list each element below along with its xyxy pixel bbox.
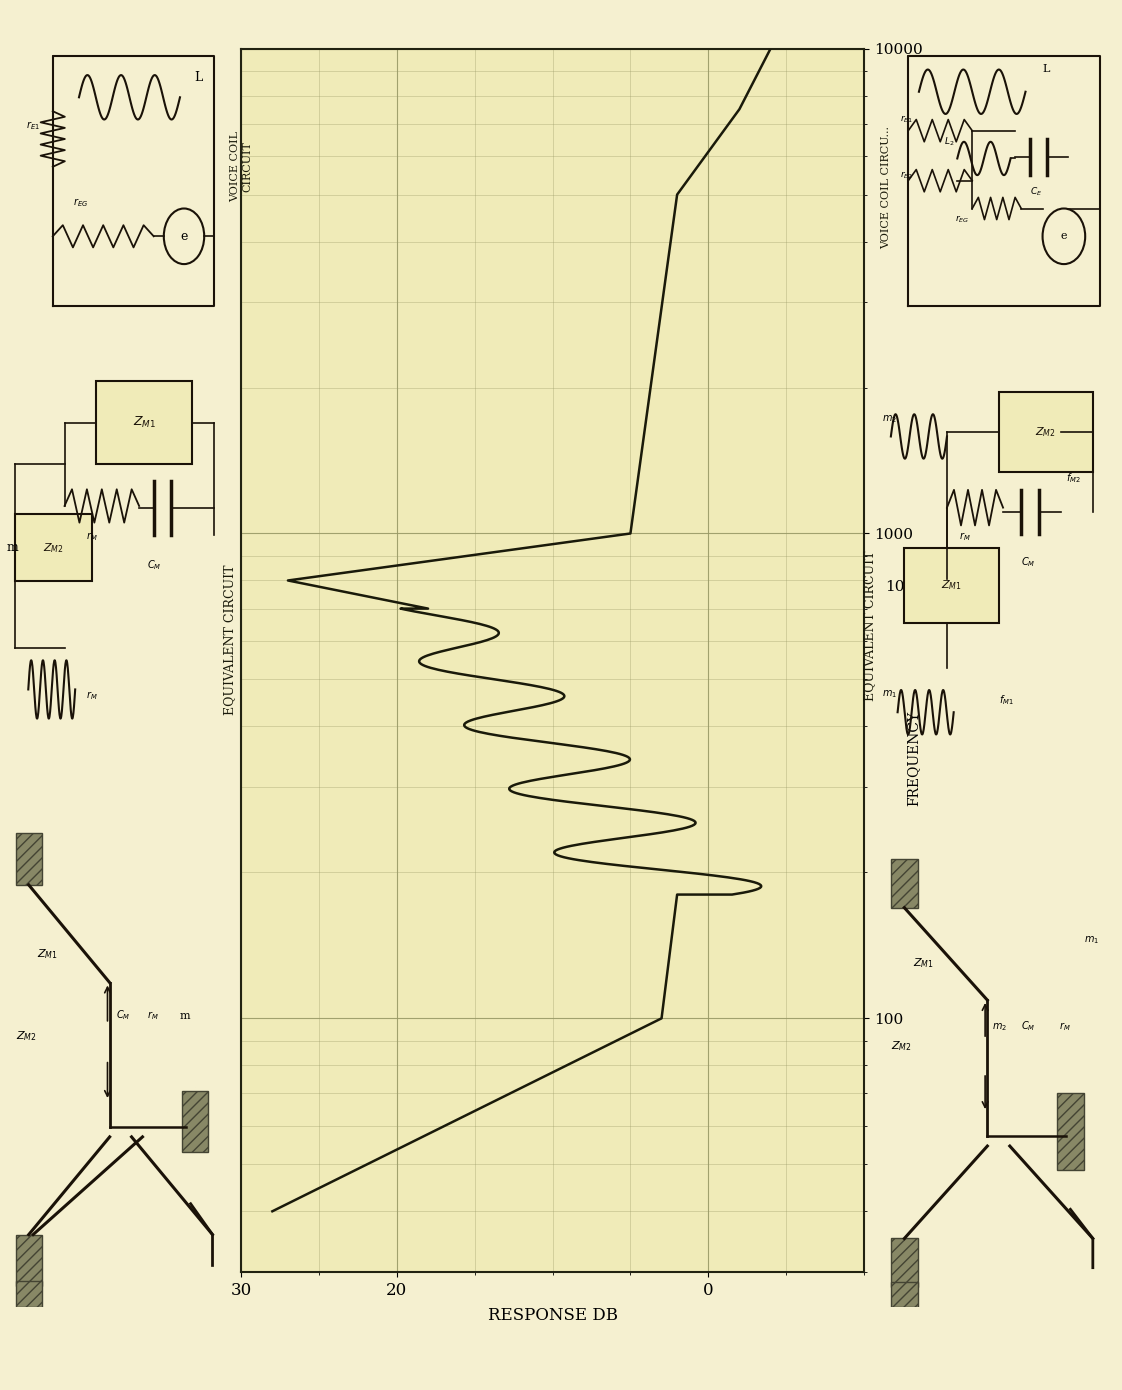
Polygon shape: [891, 1282, 918, 1307]
Text: m: m: [180, 1011, 191, 1020]
Text: EQUIVALENT CIRCUIT: EQUIVALENT CIRCUIT: [863, 550, 876, 701]
Text: $r_{EG}$: $r_{EG}$: [955, 214, 969, 225]
Text: $C_M$: $C_M$: [147, 559, 162, 573]
Text: $r_M$: $r_M$: [86, 531, 98, 543]
Polygon shape: [16, 1282, 42, 1307]
Text: $m_2$: $m_2$: [882, 413, 896, 424]
Text: $r_M$: $r_M$: [86, 689, 98, 702]
FancyBboxPatch shape: [96, 381, 193, 464]
Polygon shape: [891, 1238, 918, 1287]
Polygon shape: [16, 1234, 42, 1286]
Text: $Z_{M1}$: $Z_{M1}$: [941, 578, 962, 592]
Text: $f_{M1}$: $f_{M1}$: [999, 694, 1013, 708]
Text: $r_{E2}$: $r_{E2}$: [900, 170, 913, 181]
Text: $C_M$: $C_M$: [1021, 556, 1036, 570]
Text: m: m: [7, 541, 19, 555]
Text: 1000: 1000: [885, 580, 923, 594]
Text: $Z_{M2}$: $Z_{M2}$: [16, 1029, 36, 1042]
Text: $C_M$: $C_M$: [1021, 1019, 1036, 1033]
Text: $r_{EG}$: $r_{EG}$: [73, 196, 89, 210]
Text: $L_2$: $L_2$: [945, 136, 955, 149]
Text: $Z_{M1}$: $Z_{M1}$: [37, 947, 58, 960]
Polygon shape: [1057, 1093, 1084, 1170]
Polygon shape: [16, 834, 42, 885]
Text: $r_M$: $r_M$: [147, 1009, 158, 1023]
Text: $m_1$: $m_1$: [1084, 934, 1098, 945]
Text: $r_M$: $r_M$: [1059, 1020, 1070, 1033]
Text: VOICE COIL
CIRCUIT: VOICE COIL CIRCUIT: [230, 131, 252, 203]
Polygon shape: [182, 1091, 209, 1152]
Text: $r_{E1}$: $r_{E1}$: [27, 118, 40, 132]
Text: $m_2$: $m_2$: [992, 1022, 1006, 1033]
Text: $Z_{M1}$: $Z_{M1}$: [913, 956, 935, 970]
Text: EQUIVALENT CIRCUIT: EQUIVALENT CIRCUIT: [223, 564, 237, 714]
Text: VOICE COIL CIRCU...: VOICE COIL CIRCU...: [882, 126, 891, 249]
Text: e: e: [1060, 231, 1067, 242]
FancyBboxPatch shape: [904, 548, 999, 623]
Text: $C_M$: $C_M$: [117, 1009, 130, 1023]
Text: $m_1$: $m_1$: [882, 688, 896, 701]
Text: L: L: [194, 71, 202, 85]
FancyBboxPatch shape: [999, 392, 1093, 473]
Text: $Z_{M2}$: $Z_{M2}$: [891, 1038, 911, 1052]
Text: $r_M$: $r_M$: [959, 530, 971, 542]
Text: FREQUENCY: FREQUENCY: [907, 710, 921, 806]
Text: $C_E$: $C_E$: [1030, 186, 1042, 199]
Polygon shape: [891, 859, 918, 908]
X-axis label: RESPONSE DB: RESPONSE DB: [488, 1307, 617, 1323]
Text: $Z_{M1}$: $Z_{M1}$: [132, 416, 156, 430]
Text: $r_{E1}$: $r_{E1}$: [900, 114, 913, 125]
Text: e: e: [181, 229, 187, 243]
Text: $f_{M2}$: $f_{M2}$: [1066, 471, 1080, 485]
FancyBboxPatch shape: [16, 514, 92, 581]
Text: $Z_{M2}$: $Z_{M2}$: [44, 541, 64, 555]
Text: $Z_{M2}$: $Z_{M2}$: [1036, 425, 1056, 439]
Text: L: L: [1042, 64, 1050, 74]
